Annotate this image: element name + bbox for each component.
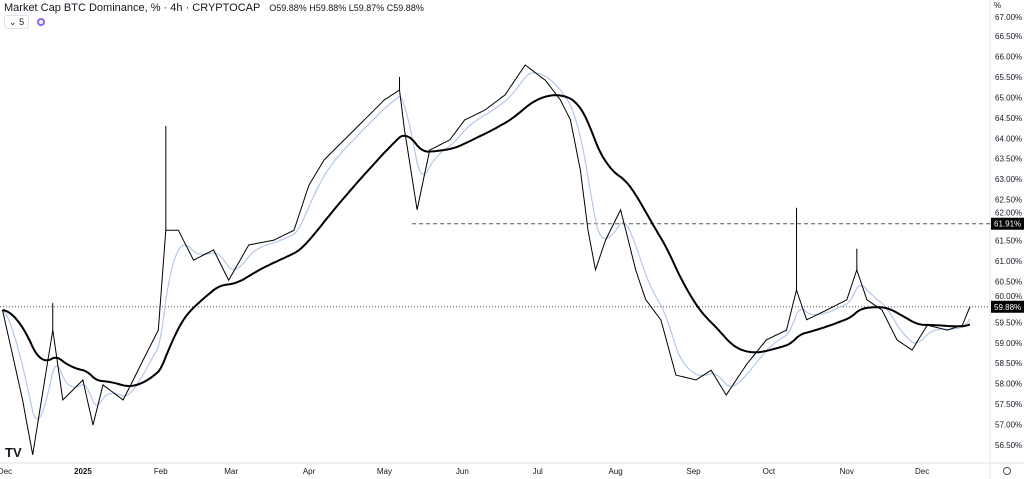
y-tick-label: 61.00% bbox=[995, 257, 1022, 266]
x-tick-label: Sep bbox=[686, 467, 701, 476]
y-tick-label: 64.00% bbox=[995, 134, 1022, 143]
y-tick-label: 65.00% bbox=[995, 93, 1022, 102]
y-tick-label: 64.50% bbox=[995, 114, 1022, 123]
x-tick-label: Jul bbox=[533, 467, 543, 476]
y-tick-label: 67.00% bbox=[995, 13, 1022, 22]
x-tick-label: Dec bbox=[915, 467, 929, 476]
x-tick-label: Dec bbox=[0, 467, 12, 476]
y-tick-label: 58.50% bbox=[995, 359, 1022, 368]
x-tick-label: Nov bbox=[840, 467, 854, 476]
price-label: 59.88% bbox=[994, 303, 1021, 312]
x-tick-label: May bbox=[377, 467, 392, 476]
x-tick-label: Oct bbox=[763, 467, 776, 476]
price-label: 61.91% bbox=[994, 220, 1021, 229]
y-tick-label: 60.00% bbox=[995, 292, 1022, 301]
chevron-down-icon: ⌄ bbox=[9, 17, 17, 27]
y-tick-label: 62.50% bbox=[995, 196, 1022, 205]
y-tick-label: 63.50% bbox=[995, 155, 1022, 164]
indicator-count: 5 bbox=[19, 17, 25, 27]
loading-icon bbox=[37, 18, 46, 26]
x-tick-label: Aug bbox=[608, 467, 622, 476]
moving-average-fast bbox=[2, 72, 971, 420]
tradingview-logo: TV bbox=[5, 445, 22, 460]
timezone-settings-icon[interactable] bbox=[1003, 467, 1011, 475]
y-tick-label: 63.00% bbox=[995, 175, 1022, 184]
y-tick-label: 66.50% bbox=[995, 32, 1022, 41]
moving-average-slow bbox=[2, 94, 971, 387]
symbol-title[interactable]: Market Cap BTC Dominance, % · 4h · CRYPT… bbox=[4, 2, 261, 14]
y-tick-label: 58.00% bbox=[995, 380, 1022, 389]
y-tick-label: 56.50% bbox=[995, 441, 1022, 450]
y-tick-label: 62.00% bbox=[995, 209, 1022, 218]
price-series-line bbox=[2, 64, 971, 455]
indicator-row: ⌄ 5 bbox=[4, 15, 46, 29]
ohlc-values: O59.88% H59.88% L59.87% C59.88% bbox=[269, 3, 424, 13]
y-tick-label: 65.50% bbox=[995, 73, 1022, 82]
x-tick-label: 2025 bbox=[74, 467, 92, 476]
y-tick-label: 61.50% bbox=[995, 237, 1022, 246]
x-tick-label: Apr bbox=[303, 467, 316, 476]
x-tick-label: Jun bbox=[456, 467, 469, 476]
indicators-toggle-button[interactable]: ⌄ 5 bbox=[4, 15, 30, 29]
y-tick-label: 66.00% bbox=[995, 52, 1022, 61]
price-label-bg bbox=[991, 217, 1024, 230]
y-tick-label: 59.50% bbox=[995, 318, 1022, 327]
y-tick-label: 57.00% bbox=[995, 421, 1022, 430]
y-tick-label: 60.50% bbox=[995, 277, 1022, 286]
x-tick-label: Mar bbox=[224, 467, 238, 476]
y-tick-label: 59.00% bbox=[995, 339, 1022, 348]
x-tick-label: Feb bbox=[154, 467, 168, 476]
y-tick-label: 57.50% bbox=[995, 400, 1022, 409]
chart-legend: Market Cap BTC Dominance, % · 4h · CRYPT… bbox=[4, 2, 424, 14]
price-label-bg bbox=[991, 300, 1024, 313]
y-axis-unit: % bbox=[994, 1, 1001, 10]
